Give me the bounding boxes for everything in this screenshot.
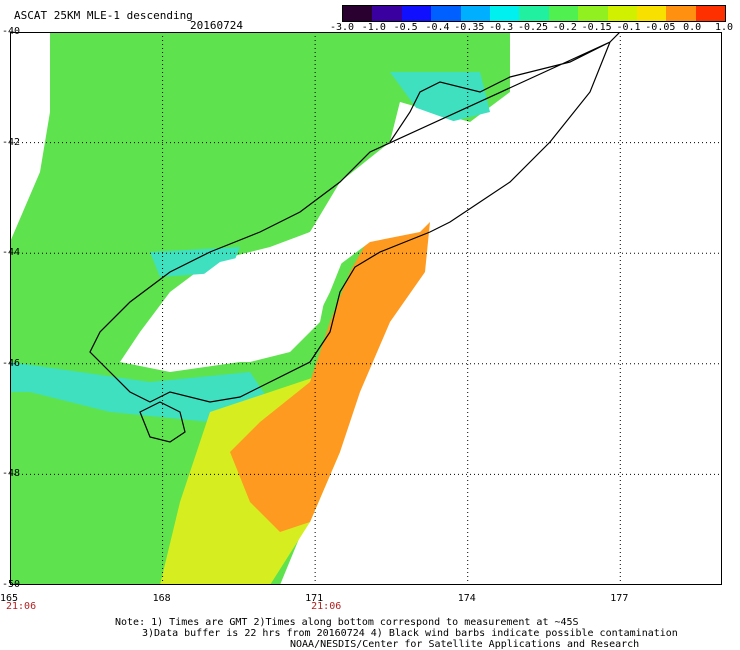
time-label: 21:06 (6, 601, 37, 612)
graticule (10, 32, 722, 585)
wind-swath (10, 32, 510, 585)
colorbar-label: -1.0 (361, 22, 386, 33)
swath-cyan-south (10, 362, 270, 422)
colorbar-label: -0.3 (489, 22, 514, 33)
colorbar-swatch (666, 6, 696, 21)
colorbar-swatch (548, 6, 579, 21)
longitude-label: 171 (305, 593, 324, 604)
swath-green (10, 32, 510, 585)
swath-orange (230, 222, 430, 532)
colorbar-label: 1.0 (714, 22, 734, 33)
colorbar-swatch (578, 6, 608, 21)
wind-map (10, 32, 722, 585)
colorbar-swatch (343, 6, 373, 21)
longitude-label: 168 (152, 593, 171, 604)
latitude-label: -44 (2, 247, 21, 259)
longitude-label: 165 (0, 593, 19, 604)
longitude-label: 177 (610, 593, 629, 604)
colorbar-swatch (636, 6, 667, 21)
colorbar-label: -0.2 (552, 22, 577, 33)
latitude-label: -48 (2, 468, 21, 480)
product-date: 20160724 (190, 19, 243, 32)
color-scale-bar (342, 5, 726, 22)
colorbar-label: -0.25 (517, 22, 549, 33)
colorbar-label: -0.4 (425, 22, 450, 33)
colorbar-label: -3.0 (329, 22, 355, 33)
map-frame (10, 32, 722, 585)
longitude-label: 174 (457, 593, 476, 604)
time-label: 21:06 (311, 601, 342, 612)
coastline (89, 32, 621, 443)
colorbar-label: -0.05 (645, 22, 676, 33)
latitude-label: -46 (2, 357, 21, 369)
colorbar-label: -0.1 (616, 22, 641, 33)
latitude-label: -40 (2, 26, 21, 37)
note-line-2: 3)Data buffer is 22 hrs from 20160724 4)… (142, 628, 678, 639)
swath-cyan-north (390, 72, 490, 127)
latitude-label: -42 (2, 136, 21, 148)
land-mask (140, 102, 480, 362)
colorbar-label: -0.5 (393, 22, 418, 33)
colorbar-swatch (372, 6, 402, 21)
colorbar-swatch (460, 6, 490, 21)
stewart-island-coast (139, 401, 186, 443)
south-island-coast (89, 32, 621, 403)
note-line-1: Note: 1) Times are GMT 2)Times along bot… (115, 617, 579, 628)
colorbar-label: -0.15 (581, 22, 612, 33)
latitude-label: -50 (2, 579, 21, 590)
colorbar-swatch (489, 6, 520, 21)
colorbar-swatch (401, 6, 432, 21)
colorbar-swatch (695, 6, 726, 21)
note-line-3: NOAA/NESDIS/Center for Satellite Applica… (290, 639, 640, 650)
product-title: ASCAT 25KM MLE-1 descending (14, 9, 193, 22)
colorbar-label: -0.35 (454, 22, 485, 33)
colorbar-swatch (519, 6, 549, 21)
colorbar-swatch (607, 6, 637, 21)
colorbar-swatch (431, 6, 461, 21)
colorbar-label: 0.0 (683, 22, 702, 33)
